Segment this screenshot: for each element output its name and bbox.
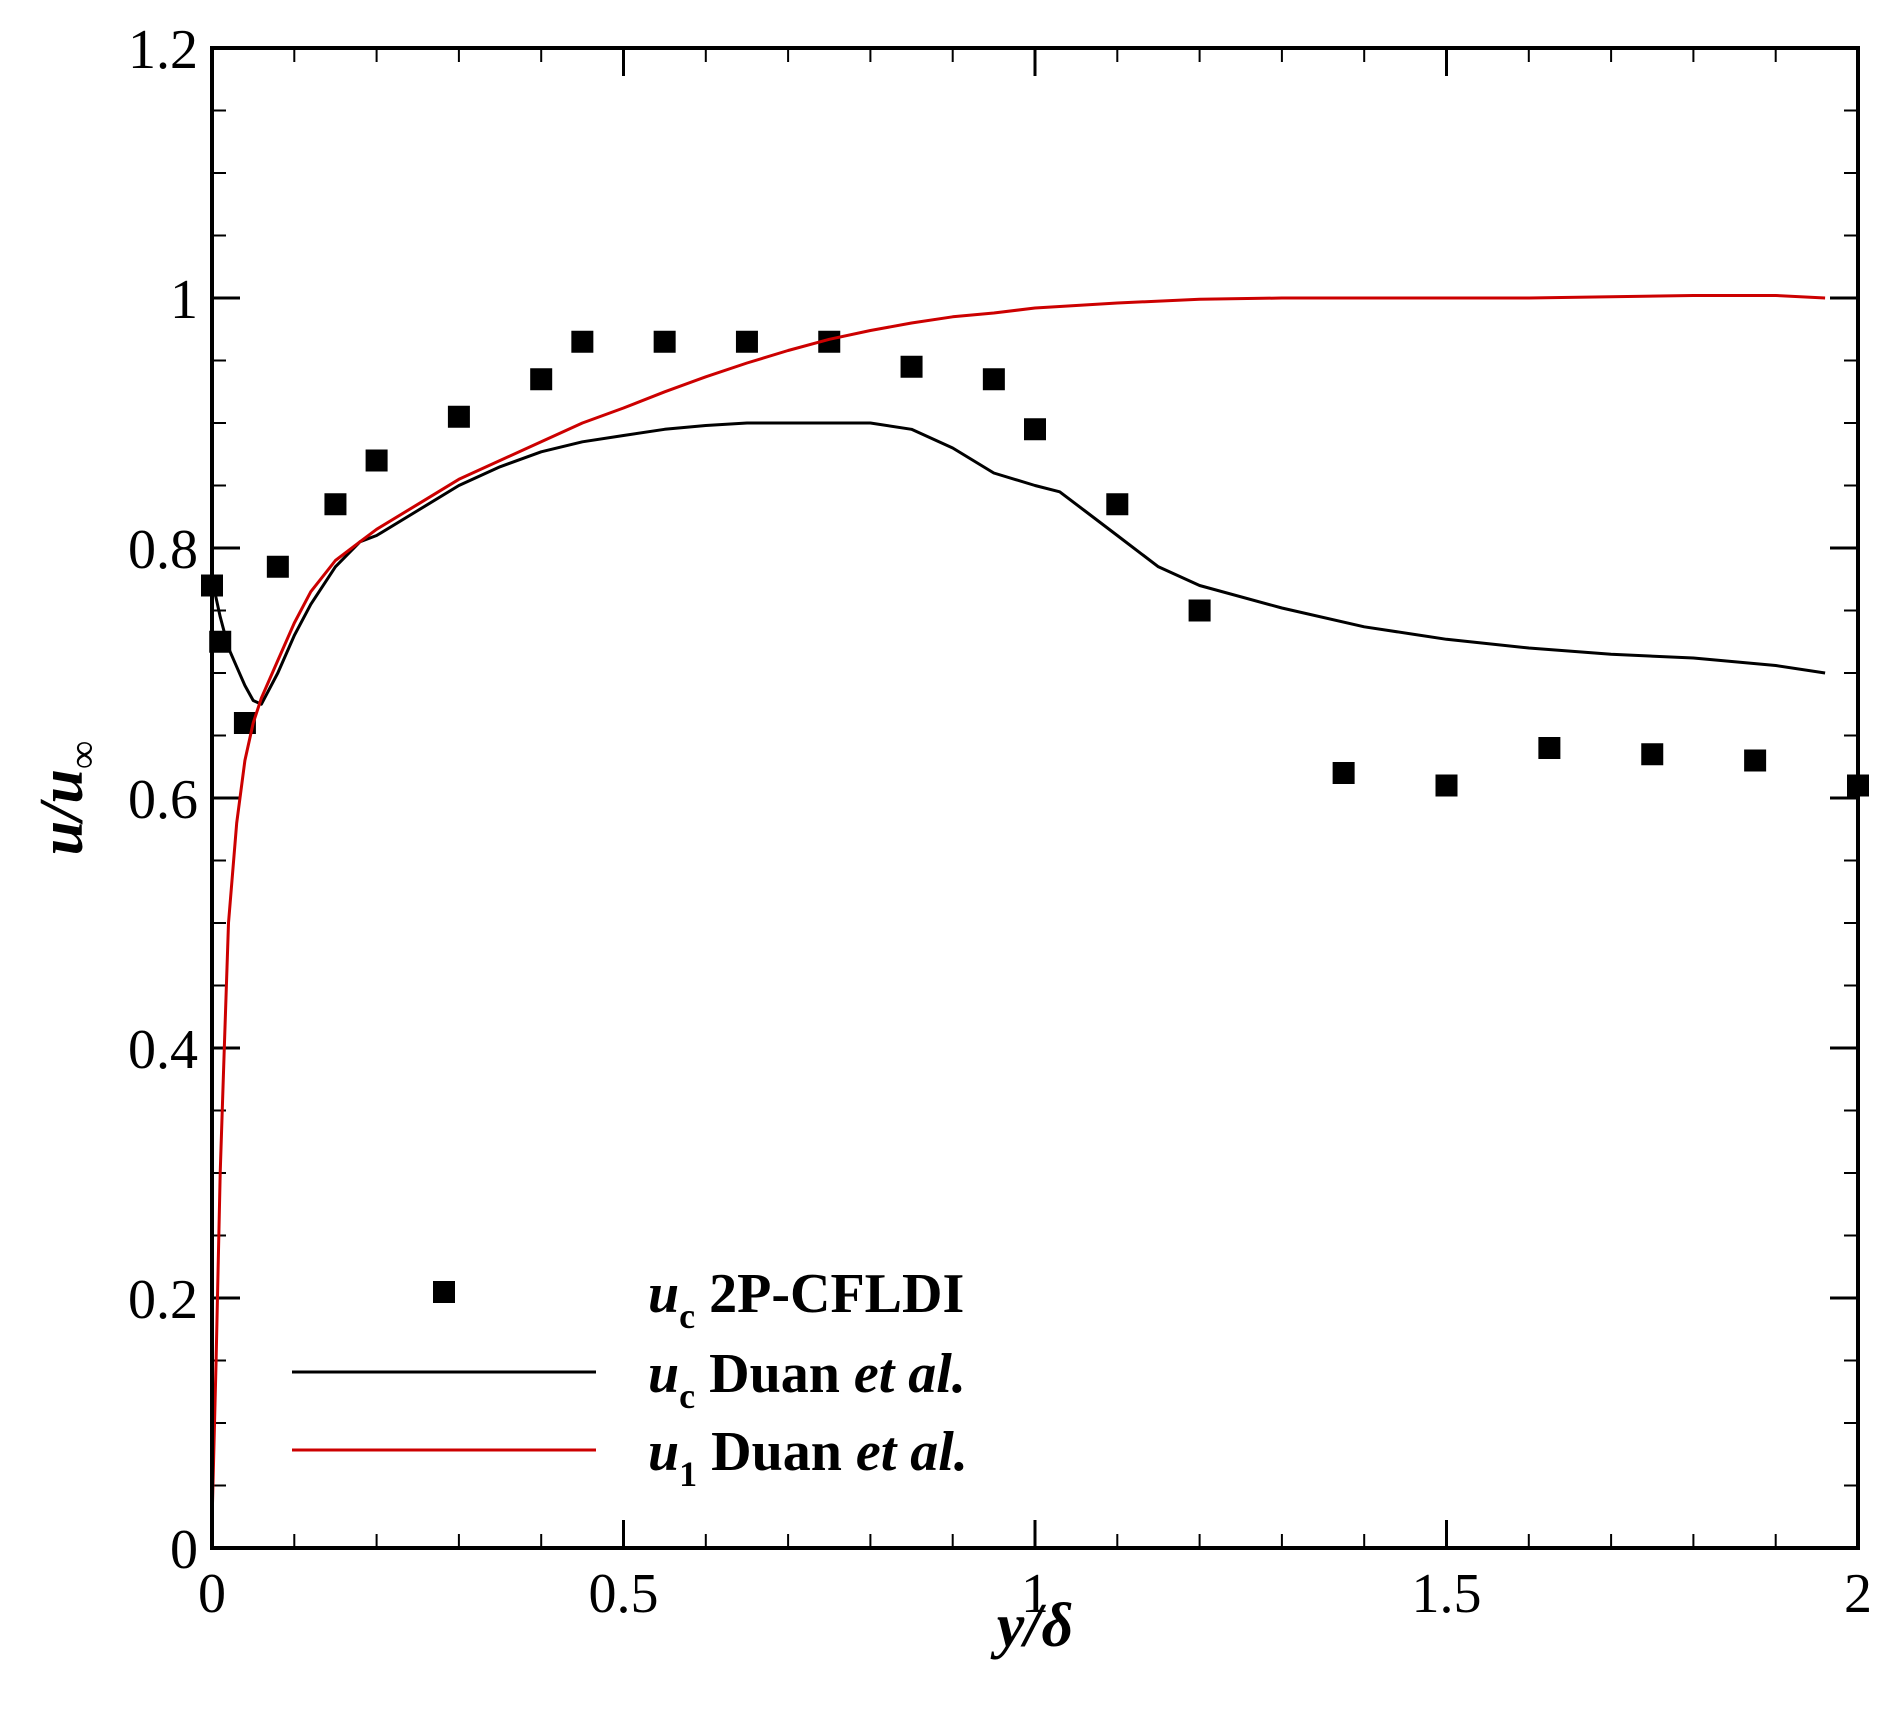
major-ticks [210,46,1860,1550]
data-point-marker [1744,749,1767,772]
data-point-marker [1024,418,1046,441]
legend-subscript: c [679,1376,695,1416]
data-point-marker [1435,774,1458,797]
legend-subscript: 1 [679,1454,697,1494]
x-tick-label: 2 [1844,1563,1872,1625]
legend-label: Duan [695,1343,854,1405]
x-tick-label: 1 [1021,1563,1049,1625]
data-point-marker [1641,743,1664,766]
x-tick-label: 1.5 [1412,1563,1482,1625]
x-axis-label-sub: δ [1042,1592,1074,1660]
y-tick-label: 0.4 [128,1019,198,1081]
y-tick-label: 0 [170,1519,198,1581]
data-point-marker [447,405,470,428]
y-axis-label-sub: u [28,769,96,803]
data-point-marker [735,330,758,353]
series-line-2 [210,294,1826,1524]
y-tick-label: 0.8 [128,519,198,581]
y-tick-label: 1.2 [128,19,198,81]
plot-frame [210,46,1860,1550]
series-line-1 [210,421,1826,706]
y-tick-label: 1 [170,269,198,331]
data-point-marker [1538,737,1561,759]
legend-entry-text: uc Duan et al. [648,1343,966,1416]
legend-entry-text: u1 Duan et al. [648,1421,968,1494]
legend-entry-text: uc 2P-CFLDI [648,1263,964,1336]
data-point-marker [653,330,676,353]
data-point-marker [266,555,289,578]
x-axis-label: y/δ [990,1592,1074,1660]
y-axis-label-main: u [28,821,96,855]
data-point-marker [900,355,923,378]
legend-label: 2P-CFLDI [695,1263,964,1325]
data-point-marker [324,493,347,516]
x-axis-label-main: y [990,1592,1025,1660]
legend-label: Duan [697,1421,856,1483]
tick-labels: 0 0.5 1 1.5 2 0 0.2 0.4 0.6 0.8 1 1.2 [128,19,1872,1625]
data-point-marker [571,330,594,353]
data-point-marker [1332,762,1355,784]
data-point-marker [233,712,256,734]
data-point-marker [1106,493,1129,516]
series-layer [201,294,1869,1524]
data-point-marker [982,368,1005,391]
legend-symbol: u [648,1421,679,1483]
data-point-marker [365,449,388,472]
y-axis-label-subscript: ∞ [60,741,105,770]
y-tick-label: 0.6 [128,769,198,831]
data-point-marker [530,368,553,391]
x-tick-label: 0 [198,1563,226,1625]
y-axis-label: u/u∞ [28,741,105,856]
legend-subscript: c [679,1296,695,1336]
legend-label-italic: et al. [856,1421,968,1483]
y-tick-label: 0.2 [128,1269,198,1331]
legend-label-italic: et al. [854,1343,966,1405]
data-point-marker [1188,599,1211,622]
x-tick-label: 0.5 [589,1563,659,1625]
legend-marker [433,1281,455,1303]
legend-symbol: u [648,1263,679,1325]
minor-ticks [211,47,1859,1549]
data-point-marker [818,330,841,353]
legend-symbol: u [648,1343,679,1405]
